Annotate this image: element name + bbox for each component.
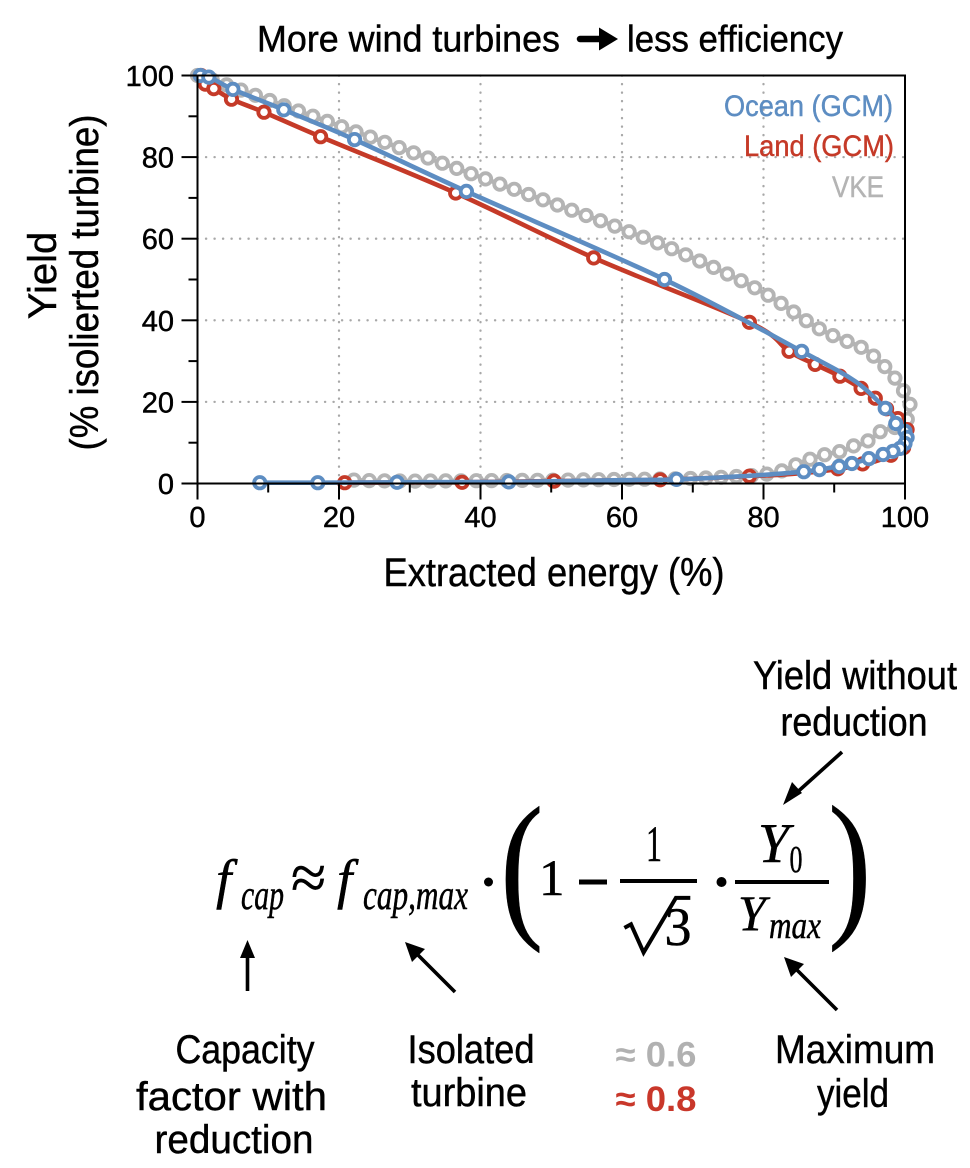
svg-text:3: 3 (665, 897, 692, 957)
svg-text:Land (GCM): Land (GCM) (744, 130, 894, 163)
svg-text:≈ 0.6: ≈ 0.6 (616, 1036, 697, 1075)
svg-text:Y: Y (758, 813, 795, 875)
svg-text:0: 0 (790, 839, 803, 881)
svg-text:20: 20 (142, 387, 174, 419)
svg-text:60: 60 (606, 502, 638, 534)
svg-text:Maximum: Maximum (775, 1028, 935, 1072)
svg-text:1: 1 (539, 851, 565, 907)
svg-text:): ) (828, 773, 871, 953)
svg-text:less efficiency: less efficiency (627, 19, 843, 60)
svg-text:20: 20 (323, 502, 355, 534)
svg-text:turbine: turbine (411, 1071, 527, 1115)
svg-text:cap: cap (241, 873, 284, 919)
svg-text:VKE: VKE (832, 171, 884, 204)
svg-text:≈: ≈ (291, 842, 326, 913)
svg-text:80: 80 (747, 502, 779, 534)
svg-text:100: 100 (881, 502, 929, 534)
svg-text:100: 100 (126, 61, 174, 93)
svg-text:60: 60 (142, 224, 174, 256)
svg-text:factor with: factor with (136, 1075, 327, 1119)
svg-text:f: f (216, 849, 238, 910)
svg-text:40: 40 (142, 306, 174, 338)
svg-text:More wind turbines: More wind turbines (257, 19, 560, 60)
svg-text:0: 0 (158, 469, 174, 501)
svg-text:Isolated: Isolated (408, 1028, 535, 1072)
svg-text:40: 40 (464, 502, 496, 534)
svg-text:cap,max: cap,max (363, 873, 468, 919)
svg-text:≈ 0.8: ≈ 0.8 (616, 1080, 697, 1119)
svg-text:(% isolierted turbine): (% isolierted turbine) (63, 115, 107, 451)
svg-text:reduction: reduction (155, 1118, 314, 1162)
svg-text:(: ( (500, 774, 543, 954)
svg-text:Extracted energy (%): Extracted energy (%) (384, 551, 725, 595)
svg-text:Ocean (GCM): Ocean (GCM) (724, 90, 893, 123)
svg-text:Yield: Yield (21, 232, 65, 319)
svg-text:f: f (337, 849, 359, 910)
svg-text:1: 1 (646, 817, 662, 873)
svg-text:max: max (769, 905, 821, 947)
svg-text:Yield without: Yield without (753, 654, 957, 698)
svg-text:Y: Y (738, 885, 771, 941)
svg-text:0: 0 (189, 502, 205, 534)
svg-text:80: 80 (142, 143, 174, 175)
svg-text:reduction: reduction (781, 701, 928, 745)
svg-text:Capacity: Capacity (176, 1028, 315, 1072)
svg-text:yield: yield (817, 1072, 889, 1116)
